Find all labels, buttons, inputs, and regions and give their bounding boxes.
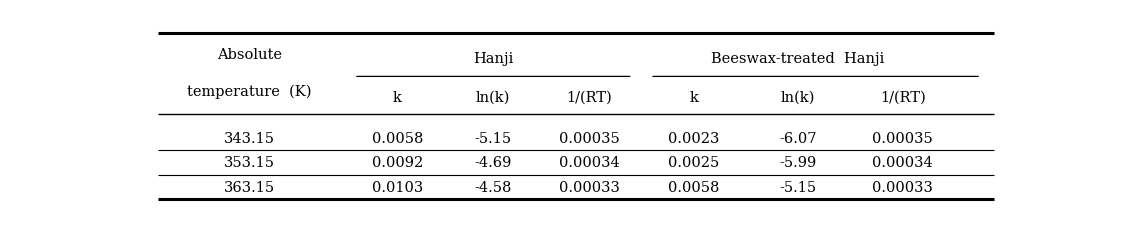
Text: Beeswax-treated  Hanji: Beeswax-treated Hanji [711, 52, 885, 66]
Text: 0.00035: 0.00035 [872, 131, 933, 145]
Text: 0.0058: 0.0058 [372, 131, 423, 145]
Text: ln(k): ln(k) [781, 90, 815, 104]
Text: 0.0023: 0.0023 [668, 131, 719, 145]
Text: 0.00035: 0.00035 [559, 131, 619, 145]
Text: -4.69: -4.69 [474, 156, 513, 170]
Text: 1/(RT): 1/(RT) [880, 90, 925, 104]
Text: 353.15: 353.15 [224, 156, 275, 170]
Text: -6.07: -6.07 [779, 131, 817, 145]
Text: Absolute: Absolute [217, 48, 282, 62]
Text: -5.15: -5.15 [780, 180, 817, 194]
Text: 0.00033: 0.00033 [872, 180, 933, 194]
Text: 0.0103: 0.0103 [372, 180, 423, 194]
Text: k: k [393, 90, 402, 104]
Text: 0.00033: 0.00033 [559, 180, 619, 194]
Text: -4.58: -4.58 [474, 180, 513, 194]
Text: k: k [689, 90, 698, 104]
Text: 0.00034: 0.00034 [559, 156, 619, 170]
Text: 0.00034: 0.00034 [872, 156, 933, 170]
Text: 343.15: 343.15 [224, 131, 275, 145]
Text: Hanji: Hanji [473, 52, 514, 66]
Text: -5.15: -5.15 [474, 131, 511, 145]
Text: 0.0092: 0.0092 [372, 156, 423, 170]
Text: ln(k): ln(k) [477, 90, 510, 104]
Text: -5.99: -5.99 [780, 156, 817, 170]
Text: temperature  (K): temperature (K) [187, 84, 311, 98]
Text: 363.15: 363.15 [224, 180, 275, 194]
Text: 0.0058: 0.0058 [668, 180, 719, 194]
Text: 1/(RT): 1/(RT) [566, 90, 611, 104]
Text: 0.0025: 0.0025 [668, 156, 719, 170]
